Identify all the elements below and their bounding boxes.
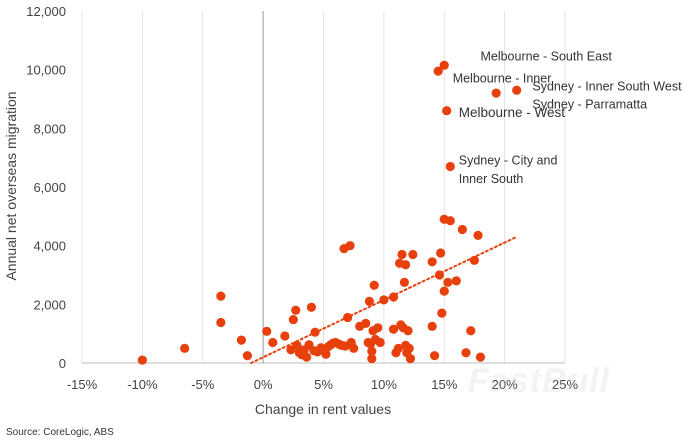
- data-point: [349, 343, 359, 353]
- data-point: [451, 276, 461, 286]
- data-point: [469, 255, 480, 265]
- data-point: [457, 224, 467, 235]
- data-point: [405, 354, 416, 364]
- data-point: [216, 317, 226, 328]
- x-tick-label: -5%: [191, 377, 215, 392]
- data-point: [373, 323, 383, 333]
- data-point: [216, 291, 226, 301]
- grid-lines: [81, 11, 566, 363]
- x-tick-label: 15%: [431, 377, 457, 392]
- data-point: [388, 292, 399, 302]
- point-annotation: Sydney - City and: [459, 154, 558, 168]
- watermark: FastBull: [468, 362, 611, 400]
- data-point: [439, 286, 449, 296]
- y-tick-labels: 0 2,000 4,000 6,000 8,000 10,000 12,000: [26, 4, 66, 371]
- x-tick-label: -10%: [127, 377, 158, 392]
- data-point: [310, 327, 320, 337]
- y-tick-label: 12,000: [26, 4, 66, 19]
- point-annotation: Melbourne - Inner: [453, 71, 552, 85]
- data-point: [427, 257, 437, 267]
- data-point: [434, 270, 445, 280]
- data-point: [403, 326, 413, 336]
- data-point: [367, 346, 377, 356]
- y-tick-label: 10,000: [26, 63, 66, 78]
- data-point: [288, 314, 298, 325]
- data-point: [397, 249, 407, 260]
- data-point: [321, 349, 331, 359]
- data-point: [393, 343, 403, 353]
- data-point: [345, 241, 355, 251]
- data-point: [433, 66, 443, 76]
- point-annotation: Sydney - Parramatta: [532, 97, 647, 111]
- scatter-chart: -15% -10% -5% 0% 5% 10% 15% 20% 25% 0 2,000 4,000 6…: [3, 4, 682, 417]
- data-point: [461, 348, 471, 358]
- point-annotation: Melbourne - South East: [480, 49, 612, 63]
- y-tick-label: 2,000: [33, 297, 66, 312]
- x-tick-labels: -15% -10% -5% 0% 5% 10% 15% 20% 25%: [67, 377, 579, 392]
- data-point: [512, 85, 522, 95]
- y-axis-label: Annual net overseas migration: [3, 91, 19, 280]
- data-point: [379, 295, 389, 305]
- data-point: [280, 331, 290, 341]
- data-point: [404, 343, 414, 353]
- data-point: [436, 248, 446, 258]
- data-point: [292, 340, 302, 350]
- data-point: [443, 277, 453, 287]
- data-point: [475, 352, 486, 362]
- data-point: [369, 280, 379, 290]
- source-note: Source: CoreLogic, ABS: [6, 427, 114, 438]
- point-annotation: Melbourne - West: [459, 105, 566, 120]
- data-point: [445, 216, 455, 226]
- data-point: [437, 308, 447, 318]
- y-tick-label: 0: [59, 356, 66, 371]
- y-tick-label: 4,000: [33, 239, 66, 254]
- data-point: [180, 343, 190, 353]
- data-point: [301, 352, 312, 362]
- data-point: [429, 351, 440, 361]
- data-point: [445, 161, 455, 172]
- data-point: [316, 343, 326, 353]
- x-tick-label: 10%: [371, 377, 397, 392]
- data-point: [375, 337, 385, 348]
- data-point: [401, 260, 411, 270]
- x-tick-label: 20%: [492, 377, 518, 392]
- data-point: [388, 324, 399, 334]
- data-point: [242, 351, 253, 361]
- data-point: [491, 88, 501, 98]
- x-tick-label: 0%: [254, 377, 273, 392]
- data-point: [262, 326, 272, 336]
- y-tick-label: 8,000: [33, 121, 66, 136]
- data-point: [268, 337, 278, 348]
- data-points: [137, 60, 522, 365]
- x-tick-label: -15%: [67, 377, 98, 392]
- data-point: [361, 318, 371, 328]
- data-point: [343, 312, 353, 323]
- data-point: [367, 354, 377, 364]
- data-point: [442, 106, 452, 116]
- y-tick-label: 6,000: [33, 180, 66, 195]
- data-point: [364, 296, 374, 306]
- data-point: [236, 335, 246, 345]
- data-point: [439, 60, 449, 70]
- x-axis-label: Change in rent values: [255, 401, 391, 417]
- x-tick-label: 5%: [314, 377, 333, 392]
- x-tick-label: 25%: [552, 377, 578, 392]
- data-point: [408, 249, 418, 260]
- data-point: [399, 277, 410, 287]
- data-point: [137, 355, 147, 365]
- data-point: [466, 326, 476, 336]
- data-point: [473, 230, 483, 240]
- point-annotation: Inner South: [459, 172, 524, 186]
- point-annotation: Sydney - Inner South West: [532, 80, 682, 94]
- data-point: [306, 302, 317, 312]
- data-point: [291, 305, 301, 315]
- data-point: [427, 321, 437, 331]
- axes: [82, 11, 565, 364]
